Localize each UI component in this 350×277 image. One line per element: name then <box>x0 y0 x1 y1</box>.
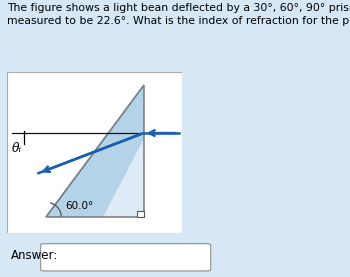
Bar <box>137 211 143 217</box>
FancyBboxPatch shape <box>41 244 211 271</box>
Text: Answer:: Answer: <box>11 249 58 262</box>
Polygon shape <box>46 85 144 217</box>
Text: The figure shows a light bean deflected by a 30°, 60°, 90° prism. The deflected : The figure shows a light bean deflected … <box>7 3 350 26</box>
Polygon shape <box>46 85 144 217</box>
Text: θᵢ: θᵢ <box>11 142 21 155</box>
Text: 60.0°: 60.0° <box>65 201 93 211</box>
